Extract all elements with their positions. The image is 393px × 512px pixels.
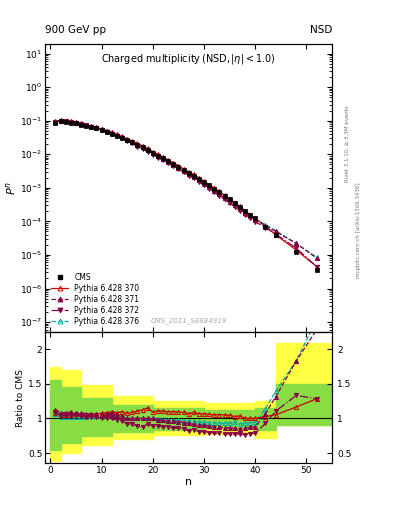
Legend: CMS, Pythia 6.428 370, Pythia 6.428 371, Pythia 6.428 372, Pythia 6.428 376: CMS, Pythia 6.428 370, Pythia 6.428 371,… bbox=[49, 271, 141, 328]
Text: mcplots.cern.ch [arXiv:1306.3436]: mcplots.cern.ch [arXiv:1306.3436] bbox=[356, 183, 361, 278]
Y-axis label: Ratio to CMS: Ratio to CMS bbox=[16, 369, 25, 426]
Y-axis label: $P^n$: $P^n$ bbox=[4, 181, 18, 195]
Text: Charged multiplicity$\,$(NSD,$\,|\eta| < 1.0)$: Charged multiplicity$\,$(NSD,$\,|\eta| <… bbox=[101, 52, 276, 66]
Text: 900 GeV pp: 900 GeV pp bbox=[45, 25, 106, 35]
Text: CMS_2011_S8884919: CMS_2011_S8884919 bbox=[151, 317, 227, 324]
Text: Rivet 3.1.10, ≥ 3.3M events: Rivet 3.1.10, ≥ 3.3M events bbox=[345, 105, 350, 182]
Text: NSD: NSD bbox=[310, 25, 332, 35]
X-axis label: n: n bbox=[185, 477, 192, 486]
